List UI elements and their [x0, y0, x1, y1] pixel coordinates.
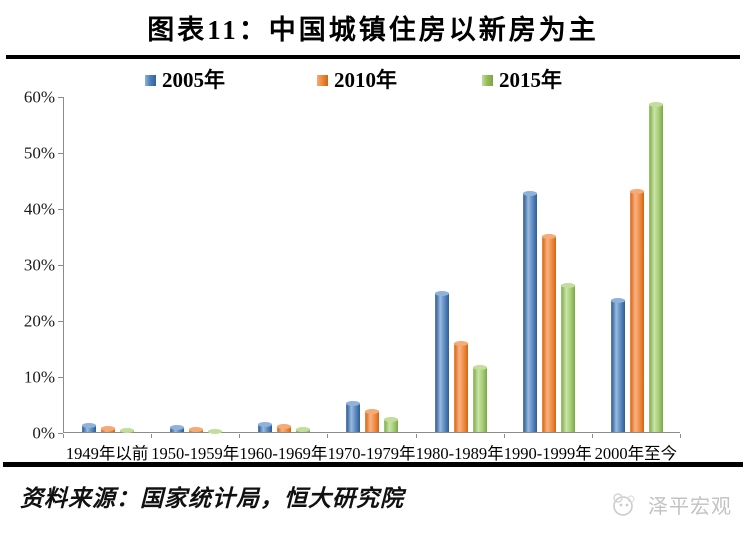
x-axis-category-label: 1950-1959年 — [151, 444, 240, 463]
bar-group-2000年至今 — [593, 97, 681, 432]
y-axis-tick-mark — [58, 96, 63, 98]
x-axis-tick-mark — [63, 434, 64, 438]
bar-2015年-1960-1969年 — [296, 426, 311, 432]
plot-area — [63, 97, 681, 435]
x-axis-tick-mark — [680, 434, 681, 438]
bar-2005年-1949年以前 — [82, 422, 97, 432]
legend-swatch-orange-icon — [317, 75, 328, 86]
y-axis-tick-label: 60% — [23, 87, 55, 107]
bar-group-1950-1959年 — [152, 97, 240, 435]
x-axis-tick-mark — [591, 434, 593, 438]
x-axis-category-label: 1980-1989年 — [415, 444, 504, 463]
y-axis-tick-label: 50% — [23, 143, 55, 163]
bar-2015年-2000年至今 — [648, 101, 663, 432]
bar-2005年-1950-1959年 — [170, 425, 185, 432]
legend-item-2015: 2015年 — [482, 70, 562, 91]
source-note: 资料来源：国家统计局，恒大研究院 — [20, 486, 404, 511]
y-axis-tick-mark — [58, 208, 63, 210]
bar-group-1980-1989年 — [417, 97, 505, 432]
legend-item-2005: 2005年 — [145, 70, 225, 91]
bar-2015年-1980-1989年 — [472, 364, 487, 432]
legend-item-2010: 2010年 — [317, 70, 397, 91]
x-axis-tick-mark — [415, 434, 417, 438]
x-axis-category-label: 1970-1979年 — [327, 444, 416, 463]
x-axis-category-label: 1949年以前 — [65, 444, 149, 463]
x-axis-category-label: 1960-1969年 — [239, 444, 328, 463]
bar-2010年-2000年至今 — [629, 188, 644, 432]
bar-2010年-1960-1969年 — [277, 424, 292, 432]
y-axis-tick-label: 40% — [23, 199, 55, 219]
page-title: 图表11：中国城镇住房以新房为主 — [147, 15, 599, 45]
bar-2015年-1949年以前 — [120, 428, 135, 433]
x-axis-tick-mark — [239, 434, 241, 438]
bar-2015年-1990-1999年 — [560, 283, 575, 432]
bar-2005年-1960-1969年 — [258, 422, 273, 432]
bar-2010年-1990-1999年 — [541, 234, 556, 432]
y-axis-tick-label: 30% — [23, 255, 55, 275]
bar-group-1990-1999年 — [505, 97, 593, 432]
zeping-logo-icon — [613, 492, 635, 516]
y-axis-tick-label: 0% — [32, 423, 55, 443]
bar-2010年-1970-1979年 — [365, 409, 380, 432]
bar-2005年-1980-1989年 — [434, 290, 449, 432]
watermark: 泽平宏观 — [610, 490, 732, 519]
bar-2015年-1970-1979年 — [384, 417, 399, 432]
x-axis-tick-mark — [151, 434, 153, 438]
legend-label: 2005年 — [162, 68, 225, 92]
bar-group-1970-1979年 — [328, 97, 416, 432]
watermark-text: 泽平宏观 — [648, 496, 732, 518]
chart-legend: 2005年 2010年 2015年 — [0, 70, 746, 96]
bar-2005年-2000年至今 — [610, 298, 625, 432]
y-axis-tick-mark — [58, 432, 63, 434]
legend-label: 2015年 — [499, 68, 562, 92]
bar-2010年-1980-1989年 — [453, 341, 468, 432]
bar-2005年-1970-1979年 — [346, 400, 361, 432]
bar-2015年-1950-1959年 — [208, 428, 223, 435]
y-axis-tick-label: 10% — [23, 367, 55, 387]
legend-swatch-green-icon — [482, 75, 493, 86]
x-axis-tick-mark — [327, 434, 329, 438]
x-axis-category-label: 2000年至今 — [594, 444, 678, 463]
y-axis-tick-mark — [58, 320, 63, 322]
bar-2010年-1950-1959年 — [189, 427, 204, 432]
y-axis-tick-mark — [58, 264, 63, 266]
title-divider-line — [6, 55, 740, 59]
x-axis-category-label: 1990-1999年 — [503, 444, 592, 463]
bar-2005年-1990-1999年 — [522, 190, 537, 432]
x-axis-tick-mark — [503, 434, 505, 438]
y-axis-tick-label: 20% — [23, 311, 55, 331]
bar-group-1949年以前 — [64, 97, 152, 433]
footer-divider-line — [3, 462, 743, 467]
legend-label: 2010年 — [334, 68, 397, 92]
bar-group-1960-1969年 — [240, 97, 328, 432]
legend-swatch-blue-icon — [145, 75, 156, 86]
y-axis-tick-mark — [58, 376, 63, 378]
y-axis-tick-mark — [58, 152, 63, 154]
bar-2010年-1949年以前 — [101, 425, 116, 432]
